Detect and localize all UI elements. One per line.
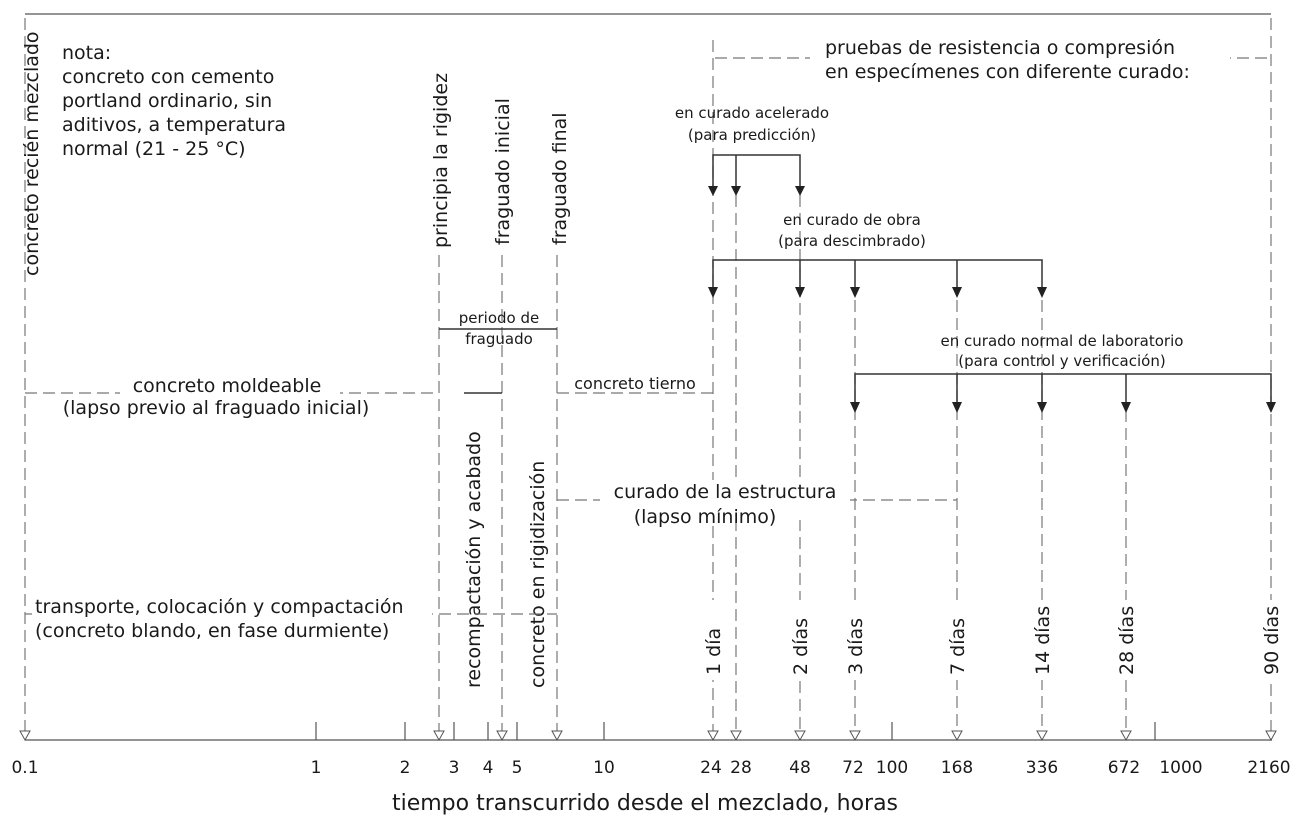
down-arrow-icon	[1037, 287, 1047, 298]
accelerated-subtitle: (para predicción)	[688, 126, 816, 144]
note-line: normal (21 - 25 °C)	[62, 138, 246, 160]
down-arrow-icon	[795, 186, 805, 196]
axis-tick-label: 5	[512, 758, 523, 778]
moldable-title: concreto moldeable	[133, 375, 322, 397]
phase-labels: recompactación y acabado concreto en rig…	[463, 431, 549, 688]
strength-tests-header: pruebas de resistencia o compresión en e…	[715, 34, 1271, 83]
down-arrow-icon	[1266, 402, 1276, 413]
down-arrow-icon	[952, 287, 962, 298]
axis-title: tiempo transcurrido desde el mezclado, h…	[392, 791, 898, 816]
site-curing-bracket	[712, 259, 1043, 292]
down-arrow-icon	[708, 186, 718, 196]
note-line: portland ordinario, sin	[62, 90, 272, 112]
note-line: aditivos, a temperatura	[62, 114, 286, 136]
axis-tick-label: 28	[730, 758, 752, 778]
structure-curing-title: curado de la estructura	[614, 481, 837, 503]
age-label: 14 días	[1032, 606, 1054, 675]
age-label: 3 días	[845, 618, 867, 675]
label-backdrop	[568, 374, 708, 392]
label-initial-set: fraguado inicial	[492, 98, 514, 245]
header-text-backdrop	[810, 34, 1230, 80]
axis-tick-label: 48	[789, 758, 811, 778]
axis-tick-label: 3	[449, 758, 460, 778]
axis-tick-labels: 0.1 1 2 3 4 5 10 24 28 48 72 100 168 336…	[11, 758, 1290, 778]
site-curing-group: en curado de obra (para descimbrado)	[708, 211, 1047, 298]
label-backdrop	[120, 374, 340, 412]
down-arrow-icon	[1037, 402, 1047, 413]
axis-tick-label: 1	[311, 758, 322, 778]
age-label: 28 días	[1116, 606, 1138, 675]
setting-period-label: periodo de	[459, 309, 539, 327]
axis-minor-ticks	[315, 722, 1156, 740]
label-stiffening-start: principia la rigidez	[430, 73, 452, 248]
green-concrete-group: concreto tierno	[557, 374, 713, 394]
structure-curing-subtitle: (lapso mínimo)	[634, 506, 777, 528]
transport-subtitle: (concreto blando, en fase durmiente)	[35, 620, 389, 642]
label-backdrop	[32, 596, 432, 636]
lab-curing-bracket	[854, 373, 1272, 405]
down-arrow-icon	[1121, 402, 1131, 413]
lab-curing-group: en curado normal de laboratorio (para co…	[850, 332, 1276, 413]
down-arrow-icon	[850, 402, 860, 413]
label-backdrop	[600, 480, 850, 520]
age-label: 1 día	[703, 628, 725, 675]
axis-tick-label: 168	[941, 758, 973, 778]
structure-curing-group: curado de la estructura (lapso mínimo)	[557, 480, 957, 528]
strength-tests-subtitle: en especímenes con diferente curado:	[825, 61, 1190, 83]
axis-tick-label: 1000	[1159, 758, 1202, 778]
site-curing-title: en curado de obra	[783, 211, 921, 229]
lab-curing-subtitle: (para control y verificación)	[958, 352, 1165, 370]
time-axis: 0.1 1 2 3 4 5 10 24 28 48 72 100 168 336…	[11, 722, 1291, 816]
note-line: nota:	[62, 42, 111, 64]
age-label: 2 días	[790, 618, 812, 675]
label-fresh-concrete: concreto recién mezclado	[21, 31, 43, 276]
down-arrow-icon	[708, 287, 718, 298]
label-recompaction: recompactación y acabado	[463, 431, 485, 688]
axis-event-markers	[19, 730, 1277, 742]
axis-tick-label: 2160	[1247, 758, 1290, 778]
axis-tick-label: 100	[876, 758, 908, 778]
axis-tick-label: 72	[842, 758, 864, 778]
strength-tests-title: pruebas de resistencia o compresión	[825, 37, 1175, 59]
axis-tick-label: 24	[700, 758, 722, 778]
label-final-set: fraguado final	[549, 112, 571, 245]
axis-tick-label: 0.1	[11, 758, 38, 778]
axis-tick-label: 10	[593, 758, 615, 778]
age-label: 90 días	[1261, 606, 1283, 675]
age-labels: 1 día 2 días 3 días 7 días 14 días 28 dí…	[700, 600, 1283, 680]
axis-tick-label: 4	[483, 758, 494, 778]
green-concrete-label: concreto tierno	[574, 374, 696, 393]
down-arrow-icon	[795, 287, 805, 298]
setting-period-group: periodo de fraguado	[439, 309, 557, 348]
note-block: nota: concreto con cemento portland ordi…	[62, 42, 286, 160]
accelerated-title: en curado acelerado	[675, 104, 829, 122]
down-arrow-icon	[731, 186, 741, 196]
accelerated-curing-group: en curado acelerado (para predicción)	[675, 104, 829, 196]
axis-tick-label: 2	[400, 758, 411, 778]
milestone-labels: concreto recién mezclado principia la ri…	[21, 31, 571, 276]
note-line: concreto con cemento	[62, 66, 274, 88]
axis-tick-label: 336	[1026, 758, 1058, 778]
moldable-concrete-group: concreto moldeable (lapso previo al frag…	[25, 374, 502, 419]
setting-period-label-2: fraguado	[465, 330, 533, 348]
transport-title: transporte, colocación y compactación	[35, 596, 404, 618]
moldable-subtitle: (lapso previo al fraguado inicial)	[63, 397, 370, 419]
transport-group: transporte, colocación y compactación (c…	[25, 596, 557, 642]
accelerated-bracket	[712, 154, 801, 190]
lab-curing-title: en curado normal de laboratorio	[941, 332, 1184, 350]
down-arrow-icon	[952, 402, 962, 413]
axis-tick-label: 672	[1108, 758, 1140, 778]
label-stiffening-concrete: concreto en rigidización	[527, 461, 549, 688]
down-arrow-icon	[850, 287, 860, 298]
site-curing-subtitle: (para descimbrado)	[778, 232, 926, 250]
age-label: 7 días	[947, 618, 969, 675]
